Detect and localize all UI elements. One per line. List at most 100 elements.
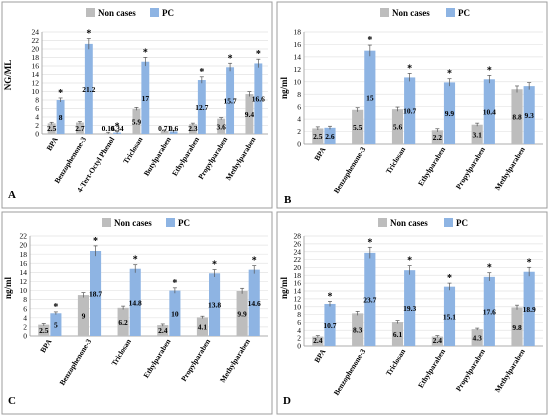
data-label: 2.5 [47, 124, 57, 133]
data-label: 5.9 [132, 117, 142, 126]
bar-non-cases [352, 313, 364, 346]
bar-non-cases [75, 122, 84, 134]
y-tick-label: 6 [23, 304, 27, 313]
y-tick-label: 0 [35, 130, 39, 139]
bar-pc [404, 77, 416, 144]
data-label: 10.7 [323, 321, 336, 330]
bar-non-cases [391, 109, 404, 144]
y-tick-label: 0 [297, 342, 301, 351]
data-label: 2.2 [433, 133, 443, 142]
y-tick-label: 2 [297, 334, 301, 343]
panel-d-labels: 2.410.7*8.323.7*6.119.3*2.415.1*4.317.6*… [313, 237, 536, 345]
data-label: 2.4 [313, 336, 323, 345]
data-label: 5.6 [393, 123, 403, 132]
bar-non-cases [196, 317, 208, 336]
data-label: 10.4 [483, 108, 496, 117]
bar-non-cases [391, 322, 404, 346]
bar-non-cases [157, 325, 169, 336]
y-tick-label: 0 [297, 140, 301, 149]
y-tick-label: 24 [294, 247, 302, 256]
bar-non-cases [38, 324, 50, 336]
significance-star: * [228, 53, 233, 64]
data-label: 23.7 [363, 295, 376, 304]
y-tick-label: 4 [297, 326, 301, 335]
bar-pc [443, 82, 456, 144]
data-label: 3.6 [216, 122, 226, 131]
bar-pc [324, 303, 336, 346]
data-label: 6.2 [118, 318, 128, 327]
significance-star: * [212, 260, 217, 271]
legend-label-non-cases: Non cases [392, 8, 430, 18]
data-label: 3.1 [472, 130, 482, 139]
legend-swatch-pc [150, 8, 159, 17]
significance-star: * [93, 236, 98, 247]
y-tick-label: 18 [294, 271, 302, 280]
data-label: 0.6 [169, 124, 179, 133]
y-tick-label: 14 [32, 70, 40, 79]
y-tick-label: 22 [20, 232, 28, 241]
bar-pc [254, 63, 263, 135]
significance-star: * [86, 28, 91, 39]
legend-swatch-non-cases [86, 8, 95, 17]
bar-non-cases [511, 307, 523, 346]
bar-pc [197, 80, 206, 134]
data-label: 2.7 [75, 124, 85, 133]
bar-pc [483, 79, 495, 144]
legend-swatch-pc [166, 218, 175, 227]
bar-non-cases [47, 123, 56, 134]
bar-pc [141, 61, 150, 134]
significance-star: * [256, 49, 261, 60]
legend-label-pc: PC [458, 8, 470, 18]
data-label: 8.8 [512, 113, 522, 122]
bar-pc [129, 268, 141, 336]
data-label: 15 [366, 93, 374, 102]
y-tick-label: 10 [294, 302, 302, 311]
data-label: 15.7 [224, 97, 237, 106]
bar-non-cases [312, 336, 324, 346]
data-label: 14.6 [248, 299, 261, 308]
legend-swatch-non-cases [378, 218, 387, 227]
significance-star: * [252, 256, 257, 267]
data-label: 4.3 [472, 334, 482, 343]
y-tick-label: 0 [23, 332, 27, 341]
data-label: 16.6 [252, 95, 265, 104]
significance-star: * [53, 302, 58, 313]
data-label: 9.4 [245, 110, 255, 119]
bar-non-cases [312, 128, 324, 144]
significance-star: * [327, 291, 332, 302]
panel-c-letter: C [8, 395, 16, 407]
y-tick-label: 4 [297, 115, 301, 124]
data-label: 9.3 [524, 111, 534, 120]
bar-non-cases [511, 89, 523, 144]
data-label: 5 [54, 321, 58, 330]
significance-star: * [367, 237, 372, 248]
y-tick-label: 28 [294, 232, 302, 241]
panel-b-bars [312, 44, 535, 144]
y-tick-label: 16 [20, 259, 28, 268]
bar-pc [364, 252, 376, 346]
panel-d-letter: D [283, 395, 291, 407]
significance-star: * [447, 69, 452, 80]
panel-d-bars [312, 246, 535, 346]
y-tick-label: 24 [32, 28, 40, 37]
y-tick-label: 16 [294, 279, 302, 288]
data-label: 8 [59, 113, 63, 122]
y-tick-label: 8 [35, 96, 39, 105]
panel-c-legend: Non cases PC [102, 218, 190, 228]
panel-a-ylabel: NG/ML [3, 60, 13, 91]
significance-star: * [115, 121, 120, 132]
panel-b-labels: 2.5 2.6 5.5 15 * 5.610.7 * 2.2 9.9 * 3.1 10.4 * 8.8 9.… [313, 35, 534, 142]
data-label: 2.6 [325, 132, 335, 141]
bar-pc [523, 271, 535, 346]
y-tick-label: 6 [297, 102, 301, 111]
data-label: 9.9 [445, 109, 455, 118]
y-tick-label: 14 [20, 268, 28, 277]
bar-non-cases [431, 130, 443, 144]
y-tick-label: 8 [297, 310, 301, 319]
y-tick-label: 20 [20, 241, 28, 250]
legend-label-pc: PC [456, 218, 468, 228]
y-tick-label: 14 [294, 52, 302, 61]
